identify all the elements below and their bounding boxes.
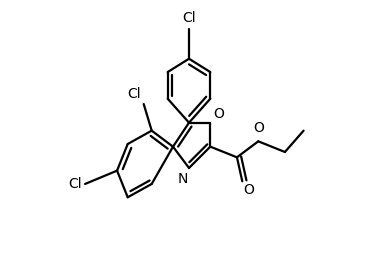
Text: N: N	[177, 172, 187, 186]
Text: O: O	[214, 107, 225, 120]
Text: O: O	[253, 122, 264, 135]
Text: Cl: Cl	[68, 177, 82, 191]
Text: Cl: Cl	[127, 87, 141, 101]
Text: O: O	[244, 183, 254, 197]
Text: Cl: Cl	[182, 11, 196, 25]
